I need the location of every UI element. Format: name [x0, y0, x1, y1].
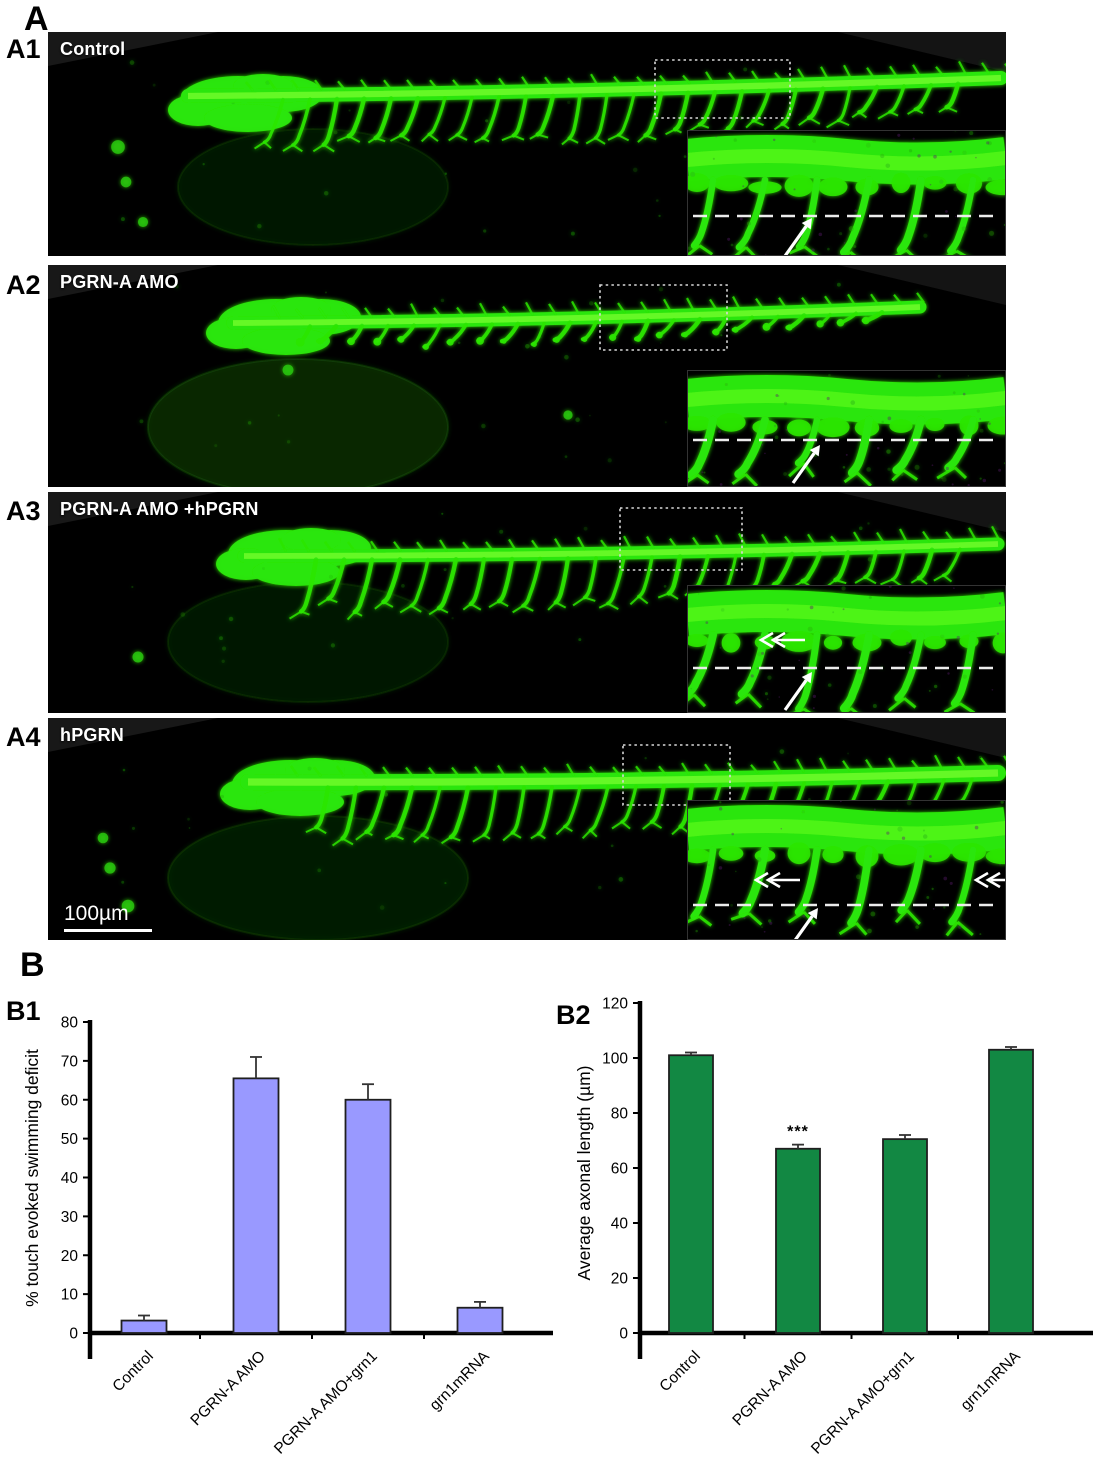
bar-control	[668, 1054, 714, 1334]
bar-pgrn-a-amo-grn1	[882, 1138, 928, 1334]
x-tick-label: grn1mRNA	[427, 1347, 494, 1414]
panel-a2-title: PGRN-A AMO	[60, 272, 179, 292]
y-tick-label: 10	[61, 1287, 79, 1304]
y-tick-label: 50	[61, 1131, 79, 1148]
error-bar	[792, 1143, 804, 1149]
y-tick-label: 0	[69, 1326, 78, 1343]
bar-grn1mrna	[988, 1048, 1034, 1334]
arrow-icon	[793, 908, 818, 940]
inset-magnified-view	[687, 370, 1006, 487]
y-tick-label: 70	[61, 1053, 79, 1070]
panel-a2-label: A2	[6, 270, 41, 300]
x-tick-label: Control	[109, 1348, 156, 1395]
y-tick-label: 120	[602, 996, 628, 1013]
y-tick-label: 30	[61, 1209, 79, 1226]
scale-bar-label: 100µm	[64, 902, 129, 925]
chart-b2-label: B2	[556, 1000, 591, 1030]
panel-a2-image: PGRN-A AMO	[48, 265, 1006, 487]
y-tick-label: 20	[611, 1271, 629, 1288]
error-bar	[474, 1300, 486, 1308]
panel-a3-title: PGRN-A AMO +hPGRN	[60, 499, 259, 519]
section-a-label: A	[24, 0, 49, 38]
bar-grn1mrna	[456, 1306, 504, 1334]
panel-a4-title: hPGRN	[60, 725, 124, 745]
chart-b2-y-axis-title: Average axonal length (µm)	[574, 1065, 594, 1281]
inset-magnified-view	[687, 800, 1006, 940]
y-tick-label: 0	[619, 1326, 628, 1343]
error-bar	[685, 1051, 697, 1056]
y-tick-label: 60	[611, 1161, 629, 1178]
y-axis: 0 10 20 30 40 50 60 70 80	[61, 1015, 93, 1359]
panel-a3-label: A3	[6, 496, 41, 526]
fish-image	[139, 282, 927, 487]
y-tick-label: 80	[61, 1015, 79, 1032]
x-axis	[88, 1330, 553, 1339]
x-tick-label: Control	[656, 1348, 703, 1395]
open-double-arrow-icon	[758, 631, 805, 649]
error-bar	[362, 1083, 374, 1100]
error-bar	[1005, 1046, 1017, 1050]
chart-b1-label: B1	[6, 996, 41, 1026]
x-tick-label: PGRN-A AMO+grn1	[808, 1348, 918, 1458]
panel-a1-image: Control	[48, 32, 1006, 256]
error-bar	[899, 1134, 911, 1140]
x-tick-label: grn1mRNA	[958, 1347, 1025, 1414]
roi-dotted-box	[622, 744, 731, 806]
arrow-icon	[791, 445, 820, 484]
panel-a1-label: A1	[6, 34, 41, 64]
section-b-label: B	[20, 946, 45, 984]
panel-a3-image: PGRN-A AMO +hPGRN	[48, 492, 1006, 713]
bar-pgrn-a-amo	[775, 1147, 821, 1334]
roi-dotted-box	[619, 507, 743, 571]
error-bar	[250, 1056, 262, 1079]
bar-control	[120, 1319, 168, 1334]
bar-pgrn-a-amo	[232, 1077, 280, 1334]
panel-a4-label: A4	[6, 722, 41, 752]
x-axis	[638, 1330, 1093, 1339]
inset-magnified-view	[687, 130, 1006, 256]
chart-b2: 0 20 40 60 80 100 120 Control PGRN-A AMO PGRN-A A…	[560, 996, 1100, 1474]
y-axis: 0 20 40 60 80 100 120	[602, 996, 643, 1359]
x-tick-label: PGRN-A AMO+grn1	[271, 1348, 381, 1458]
scale-bar: 100µm	[64, 902, 152, 932]
y-tick-label: 20	[61, 1248, 79, 1265]
fish-image	[111, 60, 1006, 246]
x-tick-label: PGRN-A AMO	[187, 1348, 268, 1429]
error-bar	[138, 1314, 150, 1321]
x-tick-label: PGRN-A AMO	[729, 1348, 810, 1429]
open-double-arrow-icon	[753, 871, 800, 889]
arrow-icon	[783, 218, 812, 256]
fish-image	[97, 739, 1006, 940]
bar-pgrn-a-amo-grn1	[344, 1098, 392, 1334]
scale-bar-line	[64, 929, 152, 932]
roi-dotted-box	[599, 284, 728, 351]
y-tick-label: 100	[602, 1051, 628, 1068]
y-tick-label: 80	[611, 1106, 629, 1123]
y-tick-label: 40	[611, 1216, 629, 1233]
significance-stars: ***	[787, 1124, 809, 1141]
y-tick-label: 40	[61, 1170, 79, 1187]
panel-a1-title: Control	[60, 39, 126, 59]
arrow-icon	[783, 672, 812, 711]
chart-b1: 0 10 20 30 40 50 60 70 80 Control PGRN-A AMO PGRN-A…	[0, 1000, 560, 1474]
inset-magnified-view	[687, 585, 1006, 713]
panel-a4-image: hPGRN 100µm	[48, 718, 1006, 940]
chart-b1-y-axis-title: % touch evoked swimming deficit	[22, 1049, 42, 1307]
y-tick-label: 60	[61, 1092, 79, 1109]
